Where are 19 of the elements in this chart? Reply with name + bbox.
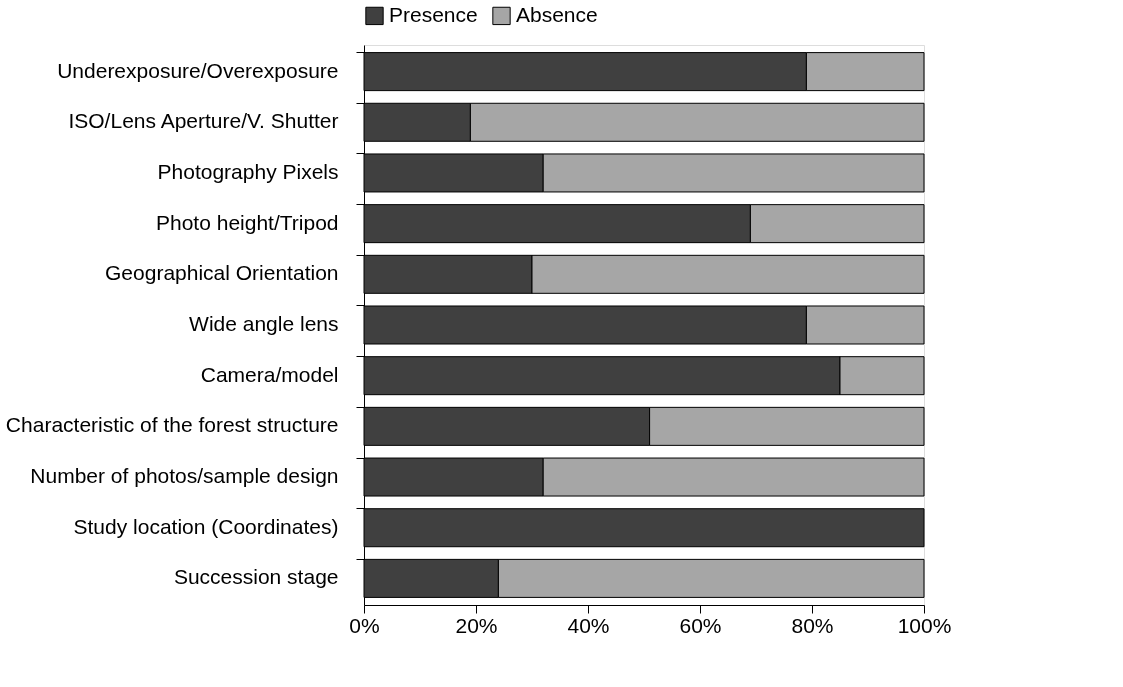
x-tick-label: 20% xyxy=(455,613,498,637)
y-tick-label: Wide angle lens xyxy=(189,312,339,335)
y-tick-label: Succession stage xyxy=(173,565,339,589)
x-tick-label: 100% xyxy=(897,613,952,637)
y-tick-label: Number of photos/sample design xyxy=(30,464,339,488)
x-tick-label: 80% xyxy=(791,613,834,637)
x-tick-label: 40% xyxy=(567,613,610,637)
y-tick-label: Characteristic of the forest structure xyxy=(5,413,339,437)
y-tick-label: ISO/Lens Aperture/V. Shutter xyxy=(68,109,339,133)
y-tick-label: Study location (Coordinates) xyxy=(73,514,339,538)
x-tick-label: 60% xyxy=(679,613,722,637)
legend-label: Absence xyxy=(516,2,598,26)
y-tick-label: Camera/model xyxy=(200,362,339,386)
x-tick-label: 0% xyxy=(349,613,380,637)
y-tick-label: Photo height/Tripod xyxy=(155,210,339,234)
y-tick-label: Geographical Orientation xyxy=(105,261,339,285)
y-tick-label: Photography Pixels xyxy=(157,159,339,183)
legend-label: Presence xyxy=(389,2,478,26)
y-tick-label: Underexposure/Overexposure xyxy=(57,58,339,82)
